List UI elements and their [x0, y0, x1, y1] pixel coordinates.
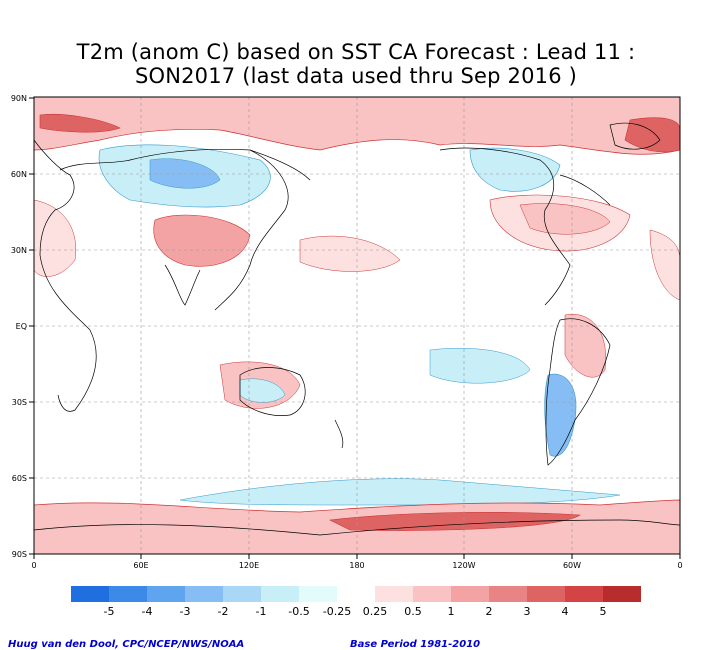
- lon-label: 120W: [452, 561, 475, 570]
- map-title-line2: SON2017 (last data used thru Sep 2016 ): [134, 64, 578, 88]
- lat-label-group: 90N 60N 30N EQ 30S 60S 90S: [11, 94, 27, 559]
- warm-region-greenland: [624, 117, 680, 153]
- colorbar-tick-label: -0.5: [288, 605, 309, 618]
- lat-ticks: [29, 97, 34, 555]
- cool-region-tropical-pacific: [429, 347, 531, 384]
- lon-label: 0: [677, 561, 682, 570]
- lat-label: 60N: [11, 170, 27, 179]
- colorbar-tick-label: 1: [448, 605, 455, 618]
- colorbar-swatch: [603, 586, 641, 602]
- lat-label: EQ: [16, 322, 27, 331]
- lon-label-group: 0 60E 120E 180 120W 60W 0: [31, 561, 682, 570]
- warm-region-arctic: [34, 97, 680, 155]
- lon-ticks: [33, 554, 681, 559]
- colorbar-tick-label: -3: [180, 605, 191, 618]
- lat-label: 30N: [11, 246, 27, 255]
- lon-label: 0: [31, 561, 36, 570]
- colorbar-tick-label: 2: [486, 605, 493, 618]
- cool-region-australia: [239, 378, 286, 403]
- warm-region-west-africa: [34, 199, 77, 277]
- colorbar-tick-label: 4: [562, 605, 569, 618]
- colorbar-swatch: [413, 586, 451, 602]
- coastlines: [34, 122, 680, 536]
- colorbar-tick-label: 3: [524, 605, 531, 618]
- colorbar-swatch: [109, 586, 147, 602]
- colorbar-tick-label: 5: [600, 605, 607, 618]
- cool-region-eurasia-mid: [149, 158, 221, 189]
- lon-label: 120E: [239, 561, 259, 570]
- colorbar-tick-label: -4: [142, 605, 153, 618]
- colorbar-swatch: [71, 586, 109, 602]
- graticule: [34, 97, 680, 554]
- colorbar-swatch: [223, 586, 261, 602]
- lon-label: 60E: [133, 561, 148, 570]
- map-title-line1: T2m (anom C) based on SST CA Forecast : …: [76, 40, 636, 64]
- colorbar: -5 -4 -3 -2 -1 -0.5 -0.25 0.25 0.5 1 2 3 4 5: [71, 586, 641, 618]
- anomaly-fields: [34, 97, 680, 554]
- credit-author: Huug van den Dool, CPC/NCEP/NWS/NOAA: [8, 639, 245, 650]
- lat-label: 60S: [12, 474, 27, 483]
- colorbar-tick-label: 0.25: [363, 605, 388, 618]
- colorbar-swatch: [147, 586, 185, 602]
- cool-region-southern-ocean: [179, 478, 621, 506]
- colorbar-tick-label: -5: [104, 605, 115, 618]
- colorbar-tick-label: 0.5: [404, 605, 422, 618]
- warm-region-antarctic-strong: [328, 511, 581, 531]
- warm-region-arctic-strong: [39, 113, 121, 133]
- colorbar-swatch: [261, 586, 299, 602]
- colorbar-swatch: [185, 586, 223, 602]
- colorbar-tick-label: -1: [256, 605, 267, 618]
- credit-base-period: Base Period 1981-2010: [350, 639, 481, 650]
- colorbar-tick-label: -2: [218, 605, 229, 618]
- colorbar-tick-label: -0.25: [323, 605, 351, 618]
- lon-label: 60W: [563, 561, 581, 570]
- colorbar-swatch: [299, 586, 337, 602]
- lat-label: 90S: [12, 550, 27, 559]
- lat-label: 30S: [12, 398, 27, 407]
- lat-label: 90N: [11, 94, 27, 103]
- colorbar-swatch: [337, 586, 375, 602]
- warm-region-north-pacific: [299, 235, 401, 272]
- warm-region-south-america: [564, 313, 607, 378]
- colorbar-swatch: [489, 586, 527, 602]
- colorbar-swatch: [565, 586, 603, 602]
- colorbar-swatch: [375, 586, 413, 602]
- lon-label: 180: [349, 561, 364, 570]
- colorbar-swatch: [451, 586, 489, 602]
- colorbar-swatch: [527, 586, 565, 602]
